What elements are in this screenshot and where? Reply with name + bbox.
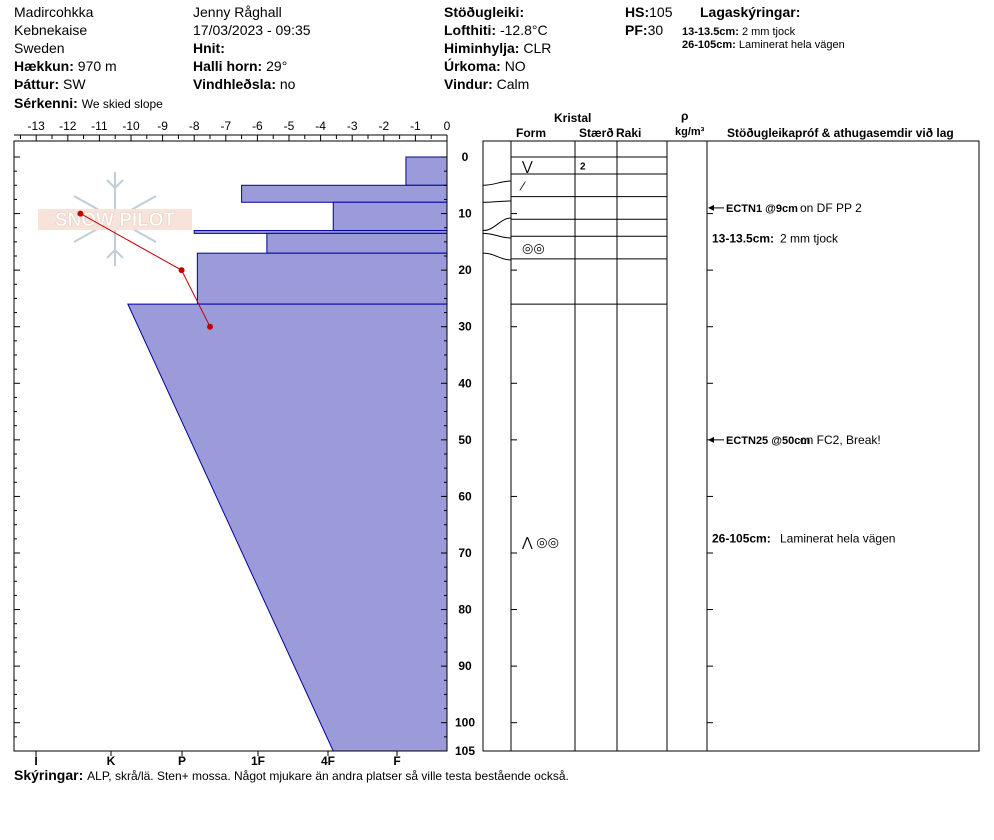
- temp-tick-label: -12: [59, 119, 77, 133]
- layer-comment-text: 2 mm tjock: [780, 232, 839, 246]
- hardness-bar: [241, 184, 448, 203]
- observer: Jenny Råghall: [193, 4, 282, 20]
- depth-tick-label: 40: [458, 376, 472, 390]
- temp-tick-label: -7: [220, 119, 231, 133]
- form-header: Form: [516, 126, 546, 140]
- depth-tick-label: 30: [458, 320, 472, 334]
- pf: PF:30: [625, 22, 664, 38]
- aspect: Þáttur: SW: [14, 76, 86, 92]
- depth-tick-label: 0: [462, 150, 469, 164]
- country: Sweden: [14, 40, 65, 56]
- stability-test-text: on DF PP 2: [800, 201, 862, 215]
- temp-tick-label: -9: [157, 119, 168, 133]
- crystal-form-symbol: ⁄: [519, 178, 526, 193]
- depth-tick-label: 90: [458, 659, 472, 673]
- depth-tick-label: 10: [458, 207, 472, 221]
- hardness-tick-label: K: [107, 754, 116, 768]
- temp-tick-label: -11: [91, 119, 108, 133]
- hardness-bar: [266, 232, 448, 254]
- layer-comment-label: 13-13.5cm:: [712, 232, 774, 246]
- region: Kebnekaise: [14, 22, 88, 38]
- hardness-tick-label: F: [393, 754, 400, 768]
- wind-loading: Vindhleðsla: no: [193, 76, 296, 92]
- comments-header: Stöðugleikapróf & athugasemdir við lag: [727, 126, 954, 140]
- temp-tick-label: 0: [444, 119, 451, 133]
- layer-connector: [482, 200, 512, 203]
- stability-arrow-icon: [708, 436, 714, 443]
- layer-connector: [482, 232, 512, 239]
- snowpilot-logo-icon: SNOW PILOT: [38, 172, 192, 266]
- hardness-tick-label: 1F: [251, 754, 265, 768]
- temp-tick-label: -8: [189, 119, 200, 133]
- air-temp: Lofthiti: -12.8°C: [444, 22, 548, 38]
- crystal-form-symbol: ⋀ ◎◎: [521, 535, 559, 550]
- temp-tick-label: -3: [347, 119, 358, 133]
- stability-test-label: ECTN25 @50cm: [726, 435, 810, 447]
- stability-arrow-icon: [708, 204, 714, 211]
- features: Sérkenni: We skied slope: [14, 95, 163, 111]
- datetime: 17/03/2023 - 09:35: [193, 22, 311, 38]
- temp-tick-label: -5: [284, 119, 295, 133]
- elevation: Hækkun: 970 m: [14, 58, 117, 74]
- density-symbol: ρ: [681, 109, 689, 123]
- precip: Úrkoma: NO: [444, 58, 526, 74]
- footer-notes: Skýringar: ALP, skrå/lä. Sten+ mossa. Nå…: [14, 767, 569, 783]
- density-unit: kg/m³: [675, 126, 705, 138]
- moisture-header: Raki: [616, 126, 642, 140]
- crystal-form-symbol: ◎◎: [522, 241, 545, 256]
- depth-tick-label: 80: [458, 603, 472, 617]
- hardness-tick-label: I: [34, 754, 37, 768]
- hardness-bar: [196, 252, 448, 305]
- table-frame: [482, 140, 980, 752]
- layer-connector: [482, 180, 512, 186]
- depth-tick-label: 60: [458, 489, 472, 503]
- svg-text:SNOW PILOT: SNOW PILOT: [55, 210, 176, 231]
- temp-tick-label: -2: [378, 119, 389, 133]
- depth-tick-label: 105: [455, 744, 475, 758]
- crystal-form-symbol: ⋁: [521, 158, 533, 173]
- depth-tick-label: 70: [458, 546, 472, 560]
- stability-test-text: on FC2, Break!: [800, 433, 881, 447]
- layer-note-1: 13-13.5cm: 2 mm tjock: [682, 26, 796, 38]
- depth-tick-label: 20: [458, 263, 472, 277]
- temperature-point: [77, 210, 84, 217]
- stability-test-label: ECTN1 @9cm: [726, 203, 798, 215]
- temp-tick-label: -10: [122, 119, 140, 133]
- hardness-tick-label: P: [178, 754, 186, 768]
- layer-comment-text: Laminerat hela vägen: [780, 531, 895, 545]
- sky: Himinhylja: CLR: [444, 40, 552, 56]
- temp-tick-label: -13: [28, 119, 46, 133]
- stability-label: Stöðugleiki:: [444, 4, 525, 20]
- hardness-tick-label: 4F: [321, 754, 335, 768]
- layer-connector: [482, 217, 512, 232]
- hardness-bar: [405, 156, 448, 186]
- coords-label: Hnit:: [193, 40, 225, 56]
- layer-comment-label: 26-105cm:: [712, 531, 771, 545]
- depth-tick-label: 50: [458, 433, 472, 447]
- layer-notes-title: Lagaskýringar:: [700, 4, 801, 20]
- chart-frame: [13, 140, 448, 752]
- temp-tick-label: -4: [315, 119, 326, 133]
- temp-tick-label: -1: [410, 119, 421, 133]
- temp-tick-label: -6: [252, 119, 263, 133]
- depth-tick-label: 100: [455, 716, 475, 730]
- crystal-header: Kristal: [554, 111, 592, 125]
- wind: Vindur: Calm: [444, 76, 530, 92]
- hardness-bar: [332, 201, 448, 232]
- location: Madircohkka: [14, 4, 94, 20]
- size-header: Stærð: [579, 126, 614, 140]
- layer-note-2: 26-105cm: Laminerat hela vägen: [682, 39, 845, 51]
- hardness-bar: [127, 303, 448, 752]
- hs: HS:105: [625, 4, 673, 20]
- crystal-size: 2: [580, 161, 586, 172]
- temperature-point: [178, 267, 185, 274]
- temperature-point: [207, 323, 213, 330]
- layer-connector: [482, 252, 512, 261]
- slope-angle: Halli horn: 29°: [193, 58, 288, 74]
